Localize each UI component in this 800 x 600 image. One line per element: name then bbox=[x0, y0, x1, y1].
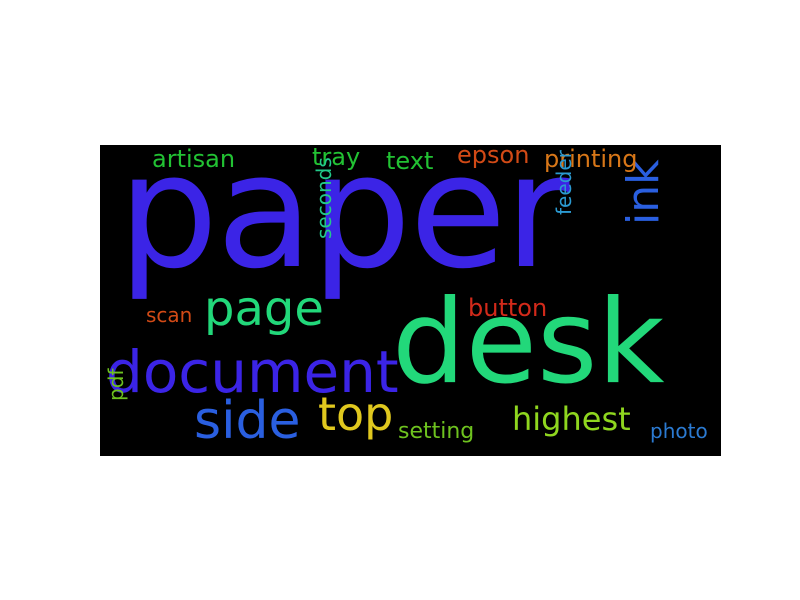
word-feeder: feeder bbox=[552, 150, 576, 215]
word-document: document bbox=[106, 338, 399, 406]
word-page: page bbox=[204, 281, 324, 337]
word-pdf: pdf bbox=[104, 368, 128, 401]
word-paper: paper bbox=[118, 145, 570, 304]
word-highest: highest bbox=[512, 400, 631, 438]
word-seconds: seconds bbox=[312, 157, 336, 239]
word-button: button bbox=[468, 294, 548, 322]
word-side: side bbox=[194, 391, 301, 451]
word-photo: photo bbox=[650, 419, 708, 443]
word-text: text bbox=[386, 147, 434, 175]
word-artisan: artisan bbox=[152, 145, 236, 173]
word-top: top bbox=[318, 387, 394, 441]
word-epson: epson bbox=[457, 145, 530, 169]
word-tray: tray bbox=[312, 145, 361, 171]
word-desk: desk bbox=[392, 275, 665, 410]
word-printing: printing bbox=[544, 145, 638, 173]
word-setting: setting bbox=[398, 419, 475, 444]
word-cloud: paper desk document page side top ink hi… bbox=[100, 145, 721, 456]
word-scan: scan bbox=[146, 303, 193, 327]
